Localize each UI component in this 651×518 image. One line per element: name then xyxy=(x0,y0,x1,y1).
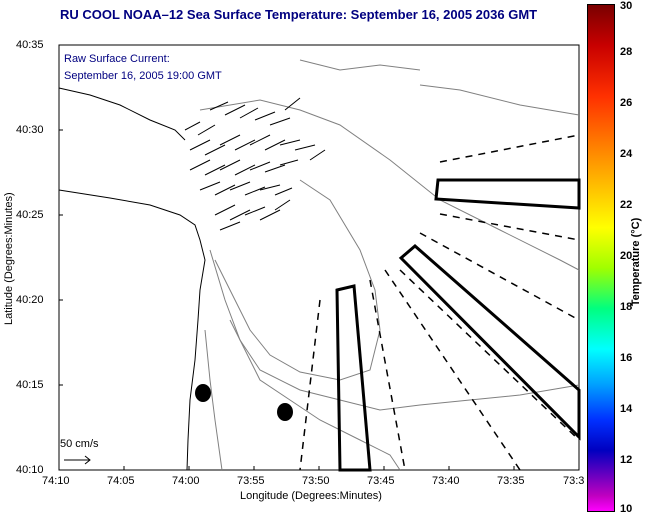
y-tick-label: 40:35 xyxy=(16,39,44,51)
contour-line xyxy=(214,179,381,381)
dashed-lines xyxy=(299,134,580,471)
contour-line xyxy=(229,319,401,471)
colorbar-tick: 12 xyxy=(620,454,633,466)
colorbar-tick: 30 xyxy=(620,0,633,12)
station-marker xyxy=(277,403,293,421)
colorbar-tick: 28 xyxy=(620,46,633,58)
colorbar-tick: 14 xyxy=(620,403,633,415)
current-time: September 16, 2005 19:00 GMT xyxy=(64,70,222,82)
colorbar-tick: 22 xyxy=(620,199,633,211)
colorbar-tick: 18 xyxy=(620,301,633,313)
colorbar-title: Temperature (°C) xyxy=(630,217,642,307)
colorbar-tick: 16 xyxy=(620,352,633,364)
x-tick-label: 73:55 xyxy=(237,475,265,487)
shoreline-north xyxy=(58,87,186,141)
scale-label: 50 cm/s xyxy=(60,438,99,450)
x-tick-label: 73:3 xyxy=(563,475,585,487)
y-tick-label: 40:10 xyxy=(16,464,44,476)
x-tick-label: 73:35 xyxy=(497,475,525,487)
y-tick-label: 40:15 xyxy=(16,379,44,391)
colorbar-tick: 20 xyxy=(620,250,633,262)
station-marker xyxy=(195,384,211,402)
x-tick-label: 74:10 xyxy=(42,475,70,487)
contour-line xyxy=(199,99,580,271)
current-label: Raw Surface Current: xyxy=(64,53,170,65)
plot-frame xyxy=(58,44,580,471)
contour-line xyxy=(204,329,223,471)
colorbar-tick: 24 xyxy=(620,148,633,160)
current-vectors xyxy=(184,97,326,231)
x-tick-label: 73:50 xyxy=(302,475,330,487)
x-axis-title: Longitude (Degrees:Minutes) xyxy=(240,490,382,502)
y-axis-title: Latitude (Degrees:Minutes) xyxy=(3,192,15,325)
y-tick-label: 40:30 xyxy=(16,124,44,136)
coastline xyxy=(58,189,206,471)
x-tick-label: 73:45 xyxy=(367,475,395,487)
colorbar xyxy=(587,4,615,512)
contour-line xyxy=(419,84,580,116)
x-tick-label: 74:05 xyxy=(107,475,135,487)
contour-line xyxy=(299,59,421,71)
chart-title: RU COOL NOAA–12 Sea Surface Temperature:… xyxy=(60,7,538,22)
x-tick-label: 73:40 xyxy=(432,475,460,487)
colorbar-tick: 26 xyxy=(620,97,633,109)
footprints xyxy=(335,178,581,472)
x-tick-label: 74:00 xyxy=(172,475,200,487)
y-tick-label: 40:20 xyxy=(16,294,44,306)
y-tick-label: 40:25 xyxy=(16,209,44,221)
colorbar-tick: 10 xyxy=(620,503,633,515)
